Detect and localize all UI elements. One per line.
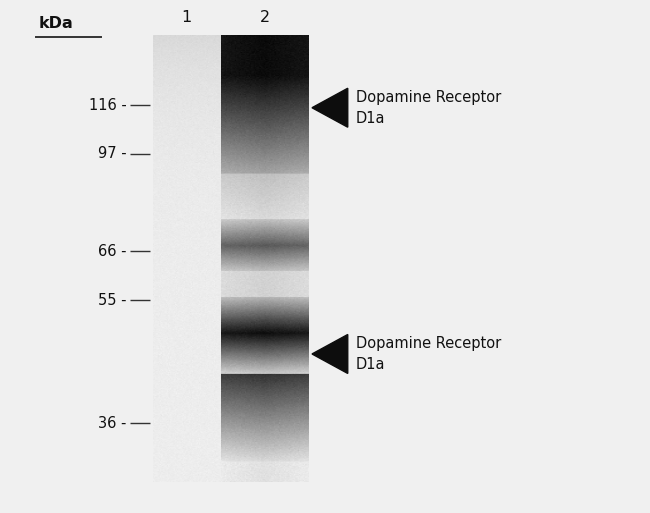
Text: 36 -: 36 - (98, 416, 127, 431)
Bar (153, 36, 309, 482)
Polygon shape (312, 334, 348, 373)
Text: 1: 1 (182, 10, 192, 26)
Text: 55 -: 55 - (98, 292, 127, 308)
Text: 116 -: 116 - (89, 97, 127, 113)
Text: 66 -: 66 - (98, 244, 127, 259)
Polygon shape (312, 88, 348, 127)
Text: kDa: kDa (39, 15, 73, 31)
Text: 97 -: 97 - (98, 146, 127, 162)
Text: Dopamine Receptor
D1a: Dopamine Receptor D1a (356, 336, 500, 372)
Text: Dopamine Receptor
D1a: Dopamine Receptor D1a (356, 90, 500, 126)
Text: 2: 2 (260, 10, 270, 26)
